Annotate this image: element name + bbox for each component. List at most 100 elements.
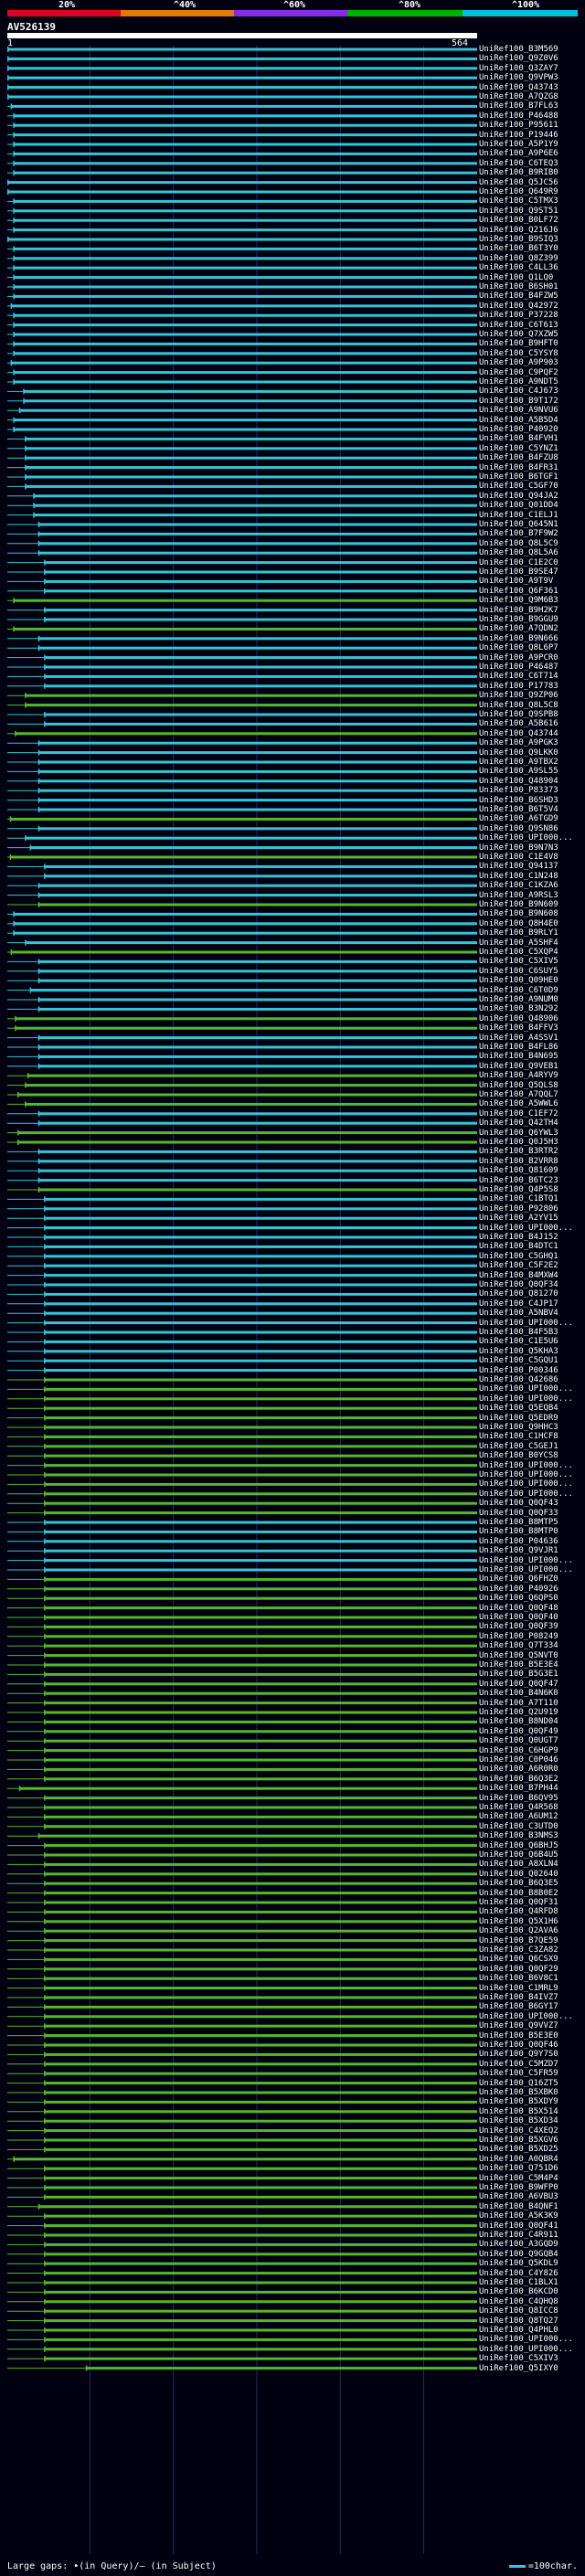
hit-bar[interactable]: [44, 2110, 478, 2114]
hit-label[interactable]: UniRef100_B8MTP5: [479, 1518, 558, 1527]
hit-bar[interactable]: [37, 1179, 477, 1182]
hit-bar[interactable]: [16, 1093, 477, 1097]
hit-label[interactable]: UniRef100_Q9SPB8: [479, 710, 558, 719]
hit-label[interactable]: UniRef100_A5K3K9: [479, 2211, 558, 2221]
hit-bar[interactable]: [44, 1967, 478, 1971]
hit-label[interactable]: UniRef100_UPI000...: [479, 1223, 573, 1233]
hit-label[interactable]: UniRef100_Q5KHA3: [479, 1346, 558, 1356]
hit-bar[interactable]: [44, 1730, 478, 1733]
hit-bar[interactable]: [9, 855, 478, 859]
hit-label[interactable]: UniRef100_Q43743: [479, 82, 558, 92]
hit-label[interactable]: UniRef100_P37228: [479, 311, 558, 321]
hit-label[interactable]: UniRef100_Q6QPS0: [479, 1594, 558, 1604]
hit-bar[interactable]: [44, 1644, 478, 1648]
hit-bar[interactable]: [37, 808, 477, 811]
hit-bar[interactable]: [25, 1102, 477, 1106]
hit-bar[interactable]: [44, 1920, 478, 1924]
hit-bar[interactable]: [25, 484, 477, 488]
hit-bar[interactable]: [33, 514, 478, 517]
hit-bar[interactable]: [25, 694, 477, 697]
hit-bar[interactable]: [44, 1853, 478, 1857]
hit-bar[interactable]: [44, 2290, 478, 2294]
hit-label[interactable]: UniRef100_B5XD34: [479, 2116, 558, 2126]
hit-bar[interactable]: [44, 1815, 478, 1818]
hit-label[interactable]: UniRef100_B3N292: [479, 1004, 558, 1014]
hit-label[interactable]: UniRef100_P08249: [479, 1631, 558, 1641]
hit-bar[interactable]: [44, 1767, 478, 1771]
hit-bar[interactable]: [44, 1292, 478, 1296]
hit-bar[interactable]: [44, 2186, 478, 2189]
hit-label[interactable]: UniRef100_Q48904: [479, 776, 558, 786]
hit-bar[interactable]: [13, 342, 477, 345]
hit-bar[interactable]: [44, 864, 478, 868]
hit-bar[interactable]: [44, 2300, 478, 2304]
hit-bar[interactable]: [44, 1568, 478, 1572]
hit-bar[interactable]: [37, 1036, 477, 1040]
hit-label[interactable]: UniRef100_Q0QF29: [479, 1964, 558, 1974]
hit-label[interactable]: UniRef100_Q42972: [479, 301, 558, 311]
hit-label[interactable]: UniRef100_B8ND04: [479, 1717, 558, 1727]
hit-bar[interactable]: [37, 760, 477, 764]
hit-bar[interactable]: [33, 504, 478, 507]
hit-label[interactable]: UniRef100_B5XBK0: [479, 2088, 558, 2097]
hit-label[interactable]: UniRef100_B4F5B3: [479, 1328, 558, 1337]
hit-bar[interactable]: [44, 1654, 478, 1658]
hit-label[interactable]: UniRef100_UPI000...: [479, 1460, 573, 1470]
hit-bar[interactable]: [29, 989, 478, 992]
hit-bar[interactable]: [13, 352, 477, 355]
hit-bar[interactable]: [44, 1625, 478, 1628]
hit-label[interactable]: UniRef100_Q09HE0: [479, 976, 558, 986]
hit-bar[interactable]: [37, 827, 477, 831]
hit-label[interactable]: UniRef100_UPI000...: [479, 1565, 573, 1574]
hit-label[interactable]: UniRef100_P04636: [479, 1536, 558, 1546]
hit-label[interactable]: UniRef100_B9RIB0: [479, 168, 558, 178]
hit-bar[interactable]: [10, 304, 478, 308]
hit-bar[interactable]: [37, 799, 477, 802]
hit-bar[interactable]: [13, 931, 477, 935]
hit-label[interactable]: UniRef100_Q8L6P7: [479, 643, 558, 653]
hit-label[interactable]: UniRef100_C4J673: [479, 387, 558, 397]
hit-bar[interactable]: [44, 2015, 478, 2019]
hit-label[interactable]: UniRef100_A5WWL6: [479, 1099, 558, 1109]
hit-label[interactable]: UniRef100_C5GHQ1: [479, 1251, 558, 1261]
hit-bar[interactable]: [44, 2167, 478, 2170]
hit-label[interactable]: UniRef100_B6SH01: [479, 282, 558, 292]
hit-bar[interactable]: [10, 104, 478, 108]
hit-label[interactable]: UniRef100_B7FL63: [479, 101, 558, 111]
hit-label[interactable]: UniRef100_A9P6E6: [479, 149, 558, 159]
hit-label[interactable]: UniRef100_C4LL36: [479, 263, 558, 273]
hit-label[interactable]: UniRef100_Q9Z0V6: [479, 54, 558, 64]
hit-bar[interactable]: [44, 1264, 478, 1267]
hit-label[interactable]: UniRef100_B4J152: [479, 1233, 558, 1242]
hit-bar[interactable]: [44, 1426, 478, 1429]
hit-bar[interactable]: [37, 1065, 477, 1068]
hit-label[interactable]: UniRef100_B3RTR2: [479, 1147, 558, 1157]
hit-bar[interactable]: [44, 1549, 478, 1553]
hit-label[interactable]: UniRef100_Q4RFD8: [479, 1907, 558, 1917]
hit-bar[interactable]: [44, 1559, 478, 1563]
hit-label[interactable]: UniRef100_Q8ICC8: [479, 2306, 558, 2316]
hit-bar[interactable]: [25, 437, 477, 440]
hit-bar[interactable]: [44, 2357, 478, 2360]
hit-label[interactable]: UniRef100_B5X514: [479, 2106, 558, 2116]
hit-bar[interactable]: [44, 2147, 478, 2151]
hit-bar[interactable]: [13, 2157, 477, 2161]
hit-bar[interactable]: [25, 466, 477, 470]
hit-bar[interactable]: [44, 1464, 478, 1468]
hit-bar[interactable]: [44, 1701, 478, 1705]
hit-bar[interactable]: [13, 266, 477, 270]
hit-bar[interactable]: [13, 247, 477, 250]
hit-bar[interactable]: [44, 1369, 478, 1373]
hit-bar[interactable]: [7, 238, 477, 241]
hit-label[interactable]: UniRef100_C5YNZ1: [479, 443, 558, 453]
hit-label[interactable]: UniRef100_A8XLN4: [479, 1860, 558, 1870]
hit-label[interactable]: UniRef100_Q7T334: [479, 1641, 558, 1651]
hit-bar[interactable]: [85, 2367, 478, 2370]
hit-label[interactable]: UniRef100_Q43744: [479, 728, 558, 738]
hit-bar[interactable]: [44, 1511, 478, 1515]
hit-label[interactable]: UniRef100_A9T9V: [479, 577, 554, 587]
hit-bar[interactable]: [44, 1473, 478, 1477]
hit-label[interactable]: UniRef100_P95611: [479, 121, 558, 131]
hit-bar[interactable]: [44, 1929, 478, 1933]
hit-bar[interactable]: [13, 209, 477, 213]
